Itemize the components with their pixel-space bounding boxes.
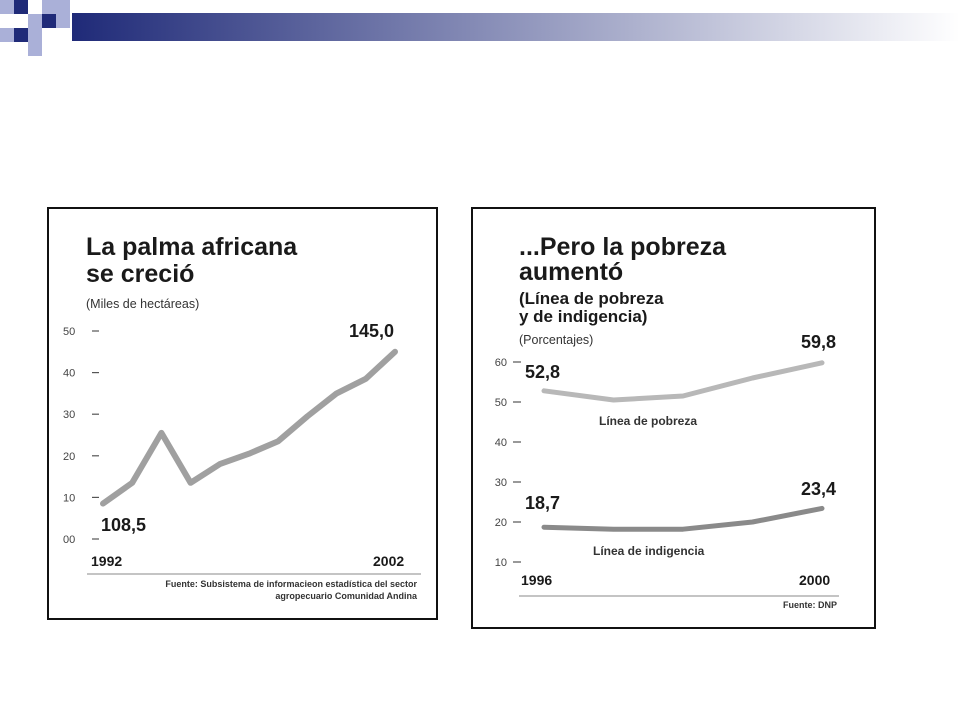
y-tick-label: 40 xyxy=(495,437,507,449)
y-tick-label: 10 xyxy=(63,492,75,504)
y-tick-label: 50 xyxy=(63,326,75,338)
x-label-start-year: 1992 xyxy=(91,553,122,569)
header-gradient-bar xyxy=(72,13,960,41)
chart-title-line-2: se creció xyxy=(86,260,194,288)
y-axis-ticks: 60 50 40 30 20 10 xyxy=(495,357,521,569)
source-label: Fuente: DNP xyxy=(783,600,837,610)
chart-pobreza: ...Pero la pobreza aumentó (Línea de pob… xyxy=(471,207,876,629)
slide-header-bar xyxy=(0,0,960,60)
y-tick-label: 20 xyxy=(495,517,507,529)
line-series-palma xyxy=(100,348,398,507)
data-label-pobreza-start: 52,8 xyxy=(525,362,560,382)
chart-title-line-2: aumentó xyxy=(519,258,623,286)
y-tick-label: 20 xyxy=(63,451,75,463)
y-axis-ticks: 50 40 30 20 10 00 xyxy=(63,326,99,546)
y-tick-label: 00 xyxy=(63,534,75,546)
header-squares xyxy=(0,0,70,56)
y-tick-label: 40 xyxy=(63,368,75,380)
chart-subtitle-line-2: y de indigencia) xyxy=(519,307,647,326)
y-tick-label: 30 xyxy=(63,409,75,421)
source-line-1: Fuente: Subsistema de informacieon estad… xyxy=(165,579,417,589)
data-label-pobreza-end: 59,8 xyxy=(801,332,836,352)
chart-subtitle-line-1: (Línea de pobreza xyxy=(519,289,664,308)
line-series-indigencia xyxy=(541,505,825,532)
data-label-end: 145,0 xyxy=(349,321,394,341)
data-label-indigencia-end: 23,4 xyxy=(801,479,836,499)
series-label-indigencia: Línea de indigencia xyxy=(593,544,705,558)
x-label-start-year: 1996 xyxy=(521,572,552,588)
series-label-pobreza: Línea de pobreza xyxy=(599,414,697,428)
chart-title-line-1: ...Pero la pobreza xyxy=(519,233,727,261)
data-label-indigencia-start: 18,7 xyxy=(525,493,560,513)
source-line-2: agropecuario Comunidad Andina xyxy=(275,591,418,601)
y-tick-label: 10 xyxy=(495,557,507,569)
x-label-end-year: 2002 xyxy=(373,553,404,569)
x-label-end-year: 2000 xyxy=(799,572,830,588)
y-tick-label: 50 xyxy=(495,397,507,409)
chart-palma-africana: La palma africana se creció (Miles de he… xyxy=(47,207,438,620)
chart-unit-label: (Porcentajes) xyxy=(519,333,593,347)
line-series-pobreza xyxy=(541,360,825,403)
data-label-start: 108,5 xyxy=(101,515,146,535)
y-tick-label: 60 xyxy=(495,357,507,369)
chart-unit-label: (Miles de hectáreas) xyxy=(86,297,199,311)
chart-title-line-1: La palma africana xyxy=(86,233,298,261)
y-tick-label: 30 xyxy=(495,477,507,489)
